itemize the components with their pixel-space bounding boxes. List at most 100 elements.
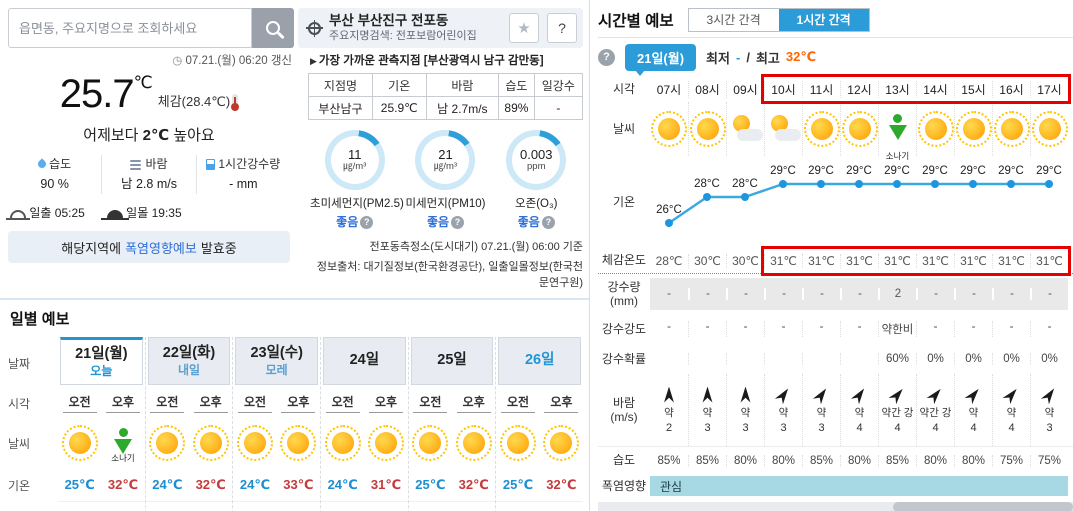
svg-text:29°C: 29°C	[846, 165, 872, 177]
precip-cell: -	[688, 288, 726, 300]
wind-direction-icon	[740, 386, 751, 403]
intensity-cell: -	[802, 321, 840, 337]
section-divider	[0, 298, 589, 300]
heat-alert-banner: 해당지역에 폭염영향예보 발효중	[8, 231, 290, 264]
precip-cell: 2	[878, 288, 916, 300]
day-pop-row: 20% 20%	[408, 501, 496, 511]
wind-cell: 약간 강 4	[916, 374, 954, 446]
heat-alert-link[interactable]: 폭염영향예보	[125, 240, 197, 256]
feels-cell: 31℃	[1030, 253, 1068, 268]
feels-cell: 31℃	[916, 253, 954, 268]
weather-icon	[368, 425, 405, 461]
day-weather-row	[409, 417, 496, 469]
svg-text:29°C: 29°C	[808, 165, 834, 177]
weather-icon	[149, 425, 186, 461]
help-circle-icon[interactable]: ?	[598, 48, 615, 66]
weather-icon	[731, 114, 763, 144]
day-weather-row	[321, 417, 408, 469]
observation-table: 지점명 기온 바람 습도 일강수 부산남구 25.9℃ 남 2.7m/s 89% -	[308, 73, 584, 120]
day-time-row: 오전 오후	[233, 389, 320, 417]
help-button[interactable]: ?	[547, 13, 577, 43]
wind-direction-icon	[664, 386, 674, 403]
day-column[interactable]: 23일(수) 모레 오전 오후 24℃ 33	[232, 337, 321, 511]
tab-3hour[interactable]: 3시간 간격	[688, 8, 779, 31]
weather-cell	[802, 102, 840, 156]
help-circle-icon[interactable]: ?	[360, 216, 374, 229]
hourly-scrollbar-thumb[interactable]	[892, 502, 1073, 511]
search-button[interactable]	[252, 8, 294, 48]
weather-icon	[192, 425, 229, 461]
humidity-cell: 75%	[992, 454, 1030, 467]
favorite-button[interactable]: ★	[509, 13, 539, 43]
svg-text:29°C: 29°C	[884, 165, 910, 177]
help-circle-icon[interactable]: ?	[451, 216, 465, 229]
day-temp-row: 25℃ 32℃	[502, 477, 577, 492]
weather-icon	[689, 111, 726, 147]
day-column[interactable]: 26일 오전 오후 25℃ 32℃	[495, 337, 584, 511]
wind-direction-icon	[850, 384, 870, 405]
wind-cell: 약 3	[726, 374, 764, 446]
day-header[interactable]: 26일	[498, 337, 582, 385]
source-note: 정보출처: 대기질정보(한국환경공단), 일출일몰정보(한국천문연구원)	[316, 261, 583, 289]
wind-direction-icon	[702, 386, 713, 403]
location-subtitle: 주요지명검색: 전포보람어린이집	[329, 29, 477, 42]
intensity-cell: -	[916, 321, 954, 337]
day-header[interactable]: 25일	[410, 337, 494, 385]
observation-data-cell: 25.9℃	[371, 96, 427, 120]
tab-1hour[interactable]: 1시간 간격	[778, 8, 869, 31]
pop-cell: 60%	[878, 353, 916, 365]
humidity-cell: 75%	[1030, 454, 1068, 467]
feels-cell: 31℃	[992, 253, 1030, 268]
left-panel: 부산 부산진구 전포동 주요지명검색: 전포보람어린이집 ★ ? ◷ 07.21…	[0, 0, 589, 511]
day-column[interactable]: 24일 오전 오후 24℃ 31℃	[320, 337, 408, 511]
weather-icon	[803, 111, 840, 147]
humidity-cell: 85%	[657, 454, 681, 467]
day-header[interactable]: 22일(화) 내일	[147, 337, 231, 385]
current-conditions-row: 25.7℃ 체감(28.4℃) 어제보다 2℃ 높아요 습도 90 % 바람 남…	[6, 72, 584, 290]
search-input[interactable]	[8, 8, 252, 48]
minmax-summary: 최저 - / 최고 32℃	[706, 49, 817, 66]
hour-cell: 17시	[1030, 80, 1068, 98]
weather-icon	[651, 111, 687, 147]
day-weather-row	[233, 417, 320, 469]
current-temp: 25.7℃	[59, 72, 153, 116]
help-circle-icon[interactable]: ?	[541, 216, 555, 229]
svg-text:29°C: 29°C	[998, 165, 1024, 177]
air-grade: 좋음?	[401, 213, 490, 230]
precip-cell: -	[954, 288, 992, 300]
hour-cell: 15시	[954, 80, 992, 98]
air-grade: 좋음?	[310, 213, 399, 230]
day-badge[interactable]: 21일(월)	[625, 43, 697, 76]
daily-row-labels: 날짜 시각 날씨 기온 강수확률	[8, 356, 52, 511]
station-note: 전포동측정소(도시대기) 07.21.(월) 06:00 기준	[369, 241, 584, 253]
day-header[interactable]: 21일(월) 오늘	[60, 337, 143, 385]
day-header[interactable]: 23일(수) 모레	[235, 337, 319, 385]
daily-forecast-title: 일별 예보	[10, 311, 70, 328]
wind-direction-icon	[1040, 384, 1060, 405]
sunset-icon	[100, 210, 129, 221]
droplet-icon	[36, 158, 48, 170]
day-column[interactable]: 25일 오전 오후 25℃ 32℃	[407, 337, 496, 511]
temperature-line-chart: 26°C 28°C 28°C 29°C 29°C 29°C 29°C 29°C 29°C 29°C…	[650, 156, 1068, 248]
intensity-cell: -	[726, 321, 764, 337]
weather-icon	[769, 114, 801, 144]
day-column[interactable]: 21일(월) 오늘 오전 오후 소나기 25℃	[58, 337, 145, 511]
hour-cell: 13시	[878, 80, 916, 98]
humidity-cell: 85%	[878, 454, 916, 467]
hourly-subheader: ? 21일(월) 최저 - / 최고 32℃	[598, 40, 1073, 76]
pop-cell: 0%	[992, 353, 1030, 365]
day-header[interactable]: 24일	[323, 337, 406, 385]
day-column[interactable]: 22일(화) 내일 오전 오후 24℃ 32	[144, 337, 233, 511]
wind-stat: 바람 남 2.8 m/s	[101, 155, 195, 195]
humidity-stat: 습도 90 %	[8, 155, 101, 194]
day-time-row: 오전 오후	[496, 389, 583, 417]
star-icon: ★	[517, 20, 531, 37]
rain-stat: 1시간강수량 - mm	[195, 155, 290, 195]
hourly-scrollbar-track[interactable]	[598, 502, 1073, 511]
weather-icon	[237, 425, 274, 461]
hourly-title: 시간별 예보	[598, 12, 674, 30]
weather-cell	[916, 102, 954, 156]
crosshair-icon[interactable]	[306, 19, 323, 37]
observation-header-cell: 바람	[425, 73, 500, 97]
wind-direction-icon	[963, 384, 983, 405]
